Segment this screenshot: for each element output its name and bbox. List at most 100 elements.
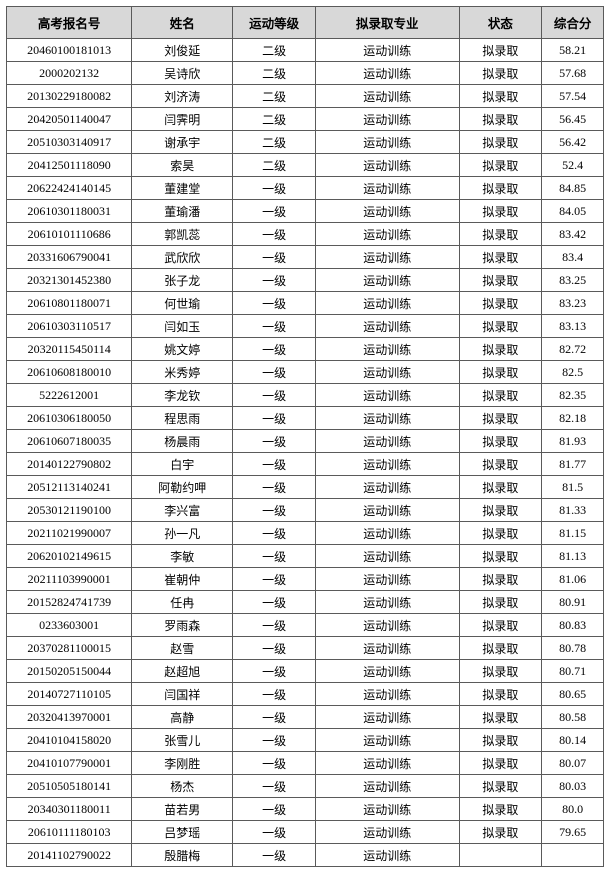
cell-name: 罗雨森 [132, 614, 233, 637]
cell-major: 运动训练 [316, 430, 459, 453]
cell-level: 一级 [233, 384, 316, 407]
cell-name: 谢承宇 [132, 131, 233, 154]
cell-major: 运动训练 [316, 775, 459, 798]
cell-name: 何世瑜 [132, 292, 233, 315]
cell-id: 20620102149615 [7, 545, 132, 568]
cell-major: 运动训练 [316, 568, 459, 591]
table-row: 20320115450114姚文婷一级运动训练拟录取82.72 [7, 338, 604, 361]
table-row: 20340301180011苗若男一级运动训练拟录取80.0 [7, 798, 604, 821]
cell-name: 孙一凡 [132, 522, 233, 545]
cell-major: 运动训练 [316, 821, 459, 844]
cell-status [459, 844, 542, 867]
cell-id: 2000202132 [7, 62, 132, 85]
cell-id: 20321301452380 [7, 269, 132, 292]
cell-score [542, 844, 604, 867]
cell-status: 拟录取 [459, 430, 542, 453]
cell-status: 拟录取 [459, 200, 542, 223]
cell-level: 二级 [233, 62, 316, 85]
cell-status: 拟录取 [459, 384, 542, 407]
cell-id: 20211103990001 [7, 568, 132, 591]
table-row: 20410104158020张雪儿一级运动训练拟录取80.14 [7, 729, 604, 752]
cell-id: 20610111180103 [7, 821, 132, 844]
cell-score: 80.0 [542, 798, 604, 821]
cell-status: 拟录取 [459, 729, 542, 752]
table-row: 20530121190100李兴富一级运动训练拟录取81.33 [7, 499, 604, 522]
cell-level: 一级 [233, 522, 316, 545]
cell-score: 81.77 [542, 453, 604, 476]
cell-status: 拟录取 [459, 706, 542, 729]
table-row: 20610303110517闫如玉一级运动训练拟录取83.13 [7, 315, 604, 338]
cell-major: 运动训练 [316, 637, 459, 660]
cell-status: 拟录取 [459, 568, 542, 591]
cell-score: 80.91 [542, 591, 604, 614]
table-row: 20610301180031董瑜潘一级运动训练拟录取84.05 [7, 200, 604, 223]
cell-name: 闫霁明 [132, 108, 233, 131]
cell-major: 运动训练 [316, 798, 459, 821]
cell-major: 运动训练 [316, 177, 459, 200]
cell-major: 运动训练 [316, 453, 459, 476]
cell-name: 米秀婷 [132, 361, 233, 384]
cell-status: 拟录取 [459, 476, 542, 499]
cell-name: 吕梦瑶 [132, 821, 233, 844]
cell-score: 80.03 [542, 775, 604, 798]
cell-name: 武欣欣 [132, 246, 233, 269]
header-major: 拟录取专业 [316, 7, 459, 39]
cell-score: 83.42 [542, 223, 604, 246]
cell-level: 一级 [233, 545, 316, 568]
cell-score: 57.54 [542, 85, 604, 108]
cell-id: 20622424140145 [7, 177, 132, 200]
cell-level: 一级 [233, 637, 316, 660]
cell-level: 一级 [233, 706, 316, 729]
cell-status: 拟录取 [459, 407, 542, 430]
table-row: 20510505180141杨杰一级运动训练拟录取80.03 [7, 775, 604, 798]
cell-id: 0233603001 [7, 614, 132, 637]
cell-level: 一级 [233, 844, 316, 867]
table-row: 20331606790041武欣欣一级运动训练拟录取83.4 [7, 246, 604, 269]
cell-id: 20152824741739 [7, 591, 132, 614]
cell-major: 运动训练 [316, 591, 459, 614]
cell-name: 任冉 [132, 591, 233, 614]
table-row: 20152824741739任冉一级运动训练拟录取80.91 [7, 591, 604, 614]
cell-score: 81.06 [542, 568, 604, 591]
cell-name: 吴诗欣 [132, 62, 233, 85]
cell-score: 81.93 [542, 430, 604, 453]
table-row: 20460100181013刘俊延二级运动训练拟录取58.21 [7, 39, 604, 62]
table-row: 20610801180071何世瑜一级运动训练拟录取83.23 [7, 292, 604, 315]
cell-level: 一级 [233, 177, 316, 200]
cell-score: 82.18 [542, 407, 604, 430]
header-score: 综合分 [542, 7, 604, 39]
cell-score: 58.21 [542, 39, 604, 62]
cell-name: 张子龙 [132, 269, 233, 292]
cell-id: 20130229180082 [7, 85, 132, 108]
cell-name: 刘济涛 [132, 85, 233, 108]
cell-score: 56.42 [542, 131, 604, 154]
cell-status: 拟录取 [459, 499, 542, 522]
table-row: 2000202132吴诗欣二级运动训练拟录取57.68 [7, 62, 604, 85]
cell-level: 一级 [233, 476, 316, 499]
cell-status: 拟录取 [459, 775, 542, 798]
table-row: 20140122790802白宇一级运动训练拟录取81.77 [7, 453, 604, 476]
cell-score: 83.25 [542, 269, 604, 292]
cell-major: 运动训练 [316, 476, 459, 499]
cell-status: 拟录取 [459, 154, 542, 177]
table-row: 20130229180082刘济涛二级运动训练拟录取57.54 [7, 85, 604, 108]
cell-major: 运动训练 [316, 292, 459, 315]
cell-major: 运动训练 [316, 729, 459, 752]
cell-major: 运动训练 [316, 407, 459, 430]
cell-score: 84.05 [542, 200, 604, 223]
table-row: 20370281100015赵雪一级运动训练拟录取80.78 [7, 637, 604, 660]
table-row: 20622424140145董建堂一级运动训练拟录取84.85 [7, 177, 604, 200]
cell-level: 一级 [233, 752, 316, 775]
cell-major: 运动训练 [316, 499, 459, 522]
cell-score: 52.4 [542, 154, 604, 177]
cell-score: 56.45 [542, 108, 604, 131]
cell-level: 一级 [233, 407, 316, 430]
cell-level: 一级 [233, 568, 316, 591]
cell-id: 20610301180031 [7, 200, 132, 223]
cell-name: 李刚胜 [132, 752, 233, 775]
cell-status: 拟录取 [459, 637, 542, 660]
cell-major: 运动训练 [316, 614, 459, 637]
cell-status: 拟录取 [459, 522, 542, 545]
cell-level: 二级 [233, 154, 316, 177]
cell-score: 80.71 [542, 660, 604, 683]
